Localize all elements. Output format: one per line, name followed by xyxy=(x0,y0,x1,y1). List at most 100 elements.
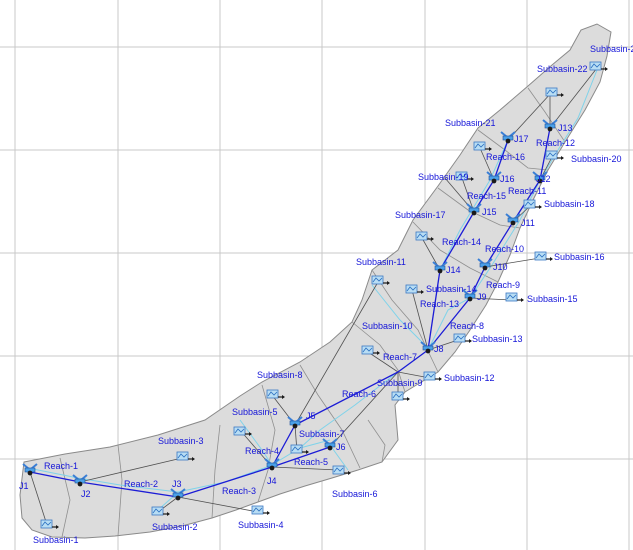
reach-label-2: Reach-2 xyxy=(124,479,158,489)
connector-line xyxy=(79,457,183,483)
reach-label-1: Reach-1 xyxy=(44,461,78,471)
subbasin-icon[interactable] xyxy=(290,444,309,454)
stream-line xyxy=(427,69,598,351)
subbasin-label-19: Subbasin-19 xyxy=(418,172,469,182)
subbasin-label-7: Subbasin-7 xyxy=(299,429,345,439)
junction-icon[interactable] xyxy=(72,474,88,487)
junction-label-j12: J12 xyxy=(536,174,551,184)
subbasin-boundary-line xyxy=(117,444,123,537)
subbasin-icon[interactable] xyxy=(589,61,608,71)
subbasin-icon[interactable] xyxy=(176,451,195,461)
subbasin-icon[interactable] xyxy=(266,389,285,399)
reach-label-12: Reach-12 xyxy=(536,138,575,148)
subbasin-icon[interactable] xyxy=(423,371,442,381)
subbasin-icon[interactable] xyxy=(151,506,170,516)
subbasin-icon[interactable] xyxy=(40,519,59,529)
subbasin-label-20: Subbasin-20 xyxy=(571,154,622,164)
reach-line xyxy=(271,446,331,468)
subbasin-icon[interactable] xyxy=(251,505,270,515)
connector-line xyxy=(461,177,475,213)
junction-icon[interactable] xyxy=(264,458,280,471)
reach-line xyxy=(79,481,179,498)
stream-line xyxy=(371,284,426,346)
junction-label-j8: J8 xyxy=(434,344,444,354)
subbasin-label-11: Subbasin-11 xyxy=(356,257,406,267)
junction-markers xyxy=(22,119,558,501)
connector-line xyxy=(367,351,399,373)
subbasin-label-21: Subbasin-21 xyxy=(445,118,496,128)
subbasin-boundary-line xyxy=(299,364,361,469)
subbasin-icon[interactable] xyxy=(534,251,553,261)
junction-label-j15: J15 xyxy=(482,207,497,217)
reach-line xyxy=(427,269,441,351)
subbasin-icon[interactable] xyxy=(523,199,542,209)
reach-label-10: Reach-10 xyxy=(485,244,524,254)
connector-line xyxy=(507,91,553,141)
junction-label-j14: J14 xyxy=(446,265,461,275)
junction-label-j2: J2 xyxy=(81,489,91,499)
subbasin-label-6: Subbasin-6 xyxy=(332,489,378,499)
subbasin-label-3: Subbasin-3 xyxy=(158,436,204,446)
connector-line xyxy=(271,466,339,471)
subbasin-icon[interactable] xyxy=(545,87,564,97)
subbasin-icon[interactable] xyxy=(453,333,472,343)
junction-label-j5: J5 xyxy=(306,411,316,421)
reach-label-6: Reach-6 xyxy=(342,389,376,399)
junction-icon[interactable] xyxy=(500,131,516,144)
subbasin-label-13: Subbasin-13 xyxy=(472,334,523,344)
junction-icon[interactable] xyxy=(542,119,558,132)
reach-label-8: Reach-8 xyxy=(450,321,484,331)
junction-label-j1: J1 xyxy=(19,481,29,491)
reach-lines xyxy=(29,127,551,498)
subbasin-markers xyxy=(40,61,608,529)
connector-line xyxy=(411,289,429,351)
junction-label-j11: J11 xyxy=(521,218,535,228)
junction-icon[interactable] xyxy=(322,438,338,451)
map-labels: J1 J2 J3 J4 J5 J6 J8 J9 J10 J11 J12 J13 … xyxy=(19,44,633,545)
junction-icon[interactable] xyxy=(466,203,482,216)
subbasin-icon[interactable] xyxy=(405,284,424,294)
subbasin-label-8: Subbasin-8 xyxy=(257,370,303,380)
junction-icon[interactable] xyxy=(22,463,38,476)
subbasin-boundary-line xyxy=(367,419,386,463)
junction-icon[interactable] xyxy=(505,213,521,226)
junction-icon[interactable] xyxy=(170,488,186,501)
reach-line xyxy=(29,471,81,483)
subbasin-icon[interactable] xyxy=(545,150,564,160)
connector-line xyxy=(329,371,399,448)
reach-label-5: Reach-5 xyxy=(294,457,328,467)
reach-label-14: Reach-14 xyxy=(442,237,481,247)
subbasin-icon[interactable] xyxy=(332,465,351,475)
subbasin-icon[interactable] xyxy=(391,391,410,401)
subbasin-label-1: Subbasin-1 xyxy=(33,535,79,545)
subbasin-boundary-line xyxy=(527,87,566,143)
junction-label-j9: J9 xyxy=(477,292,487,302)
subbasin-icon[interactable] xyxy=(361,345,380,355)
junction-icon[interactable] xyxy=(486,171,502,184)
junction-icon[interactable] xyxy=(287,416,303,429)
junction-icon[interactable] xyxy=(462,289,478,302)
subbasin-icon[interactable] xyxy=(455,171,474,181)
subbasin-label-22: Subbasin-22 xyxy=(537,64,588,74)
reach-label-9: Reach-9 xyxy=(486,280,520,290)
subbasin-icon[interactable] xyxy=(505,292,524,302)
subbasin-label-9: Subbasin-9 xyxy=(377,378,423,388)
reach-line xyxy=(484,221,514,268)
subbasin-label-2: Subbasin-2 xyxy=(152,522,198,532)
subbasin-icon[interactable] xyxy=(371,275,390,285)
subbasin-label-17: Subbasin-17 xyxy=(395,210,446,220)
junction-icon[interactable] xyxy=(432,261,448,274)
subbasin-icon[interactable] xyxy=(473,141,492,151)
junction-icon[interactable] xyxy=(420,341,436,354)
subbasin-icon[interactable] xyxy=(233,426,252,436)
junction-icon[interactable] xyxy=(477,258,493,271)
reach-line xyxy=(439,211,475,271)
junction-icon[interactable] xyxy=(532,171,548,184)
subbasin-label-16: Subbasin-16 xyxy=(554,252,605,262)
reach-label-3: Reach-3 xyxy=(222,486,256,496)
junction-label-j13: J13 xyxy=(558,123,573,133)
subbasin-icon[interactable] xyxy=(415,231,434,241)
subbasin-label-23: Subbasin-2 xyxy=(590,44,633,54)
